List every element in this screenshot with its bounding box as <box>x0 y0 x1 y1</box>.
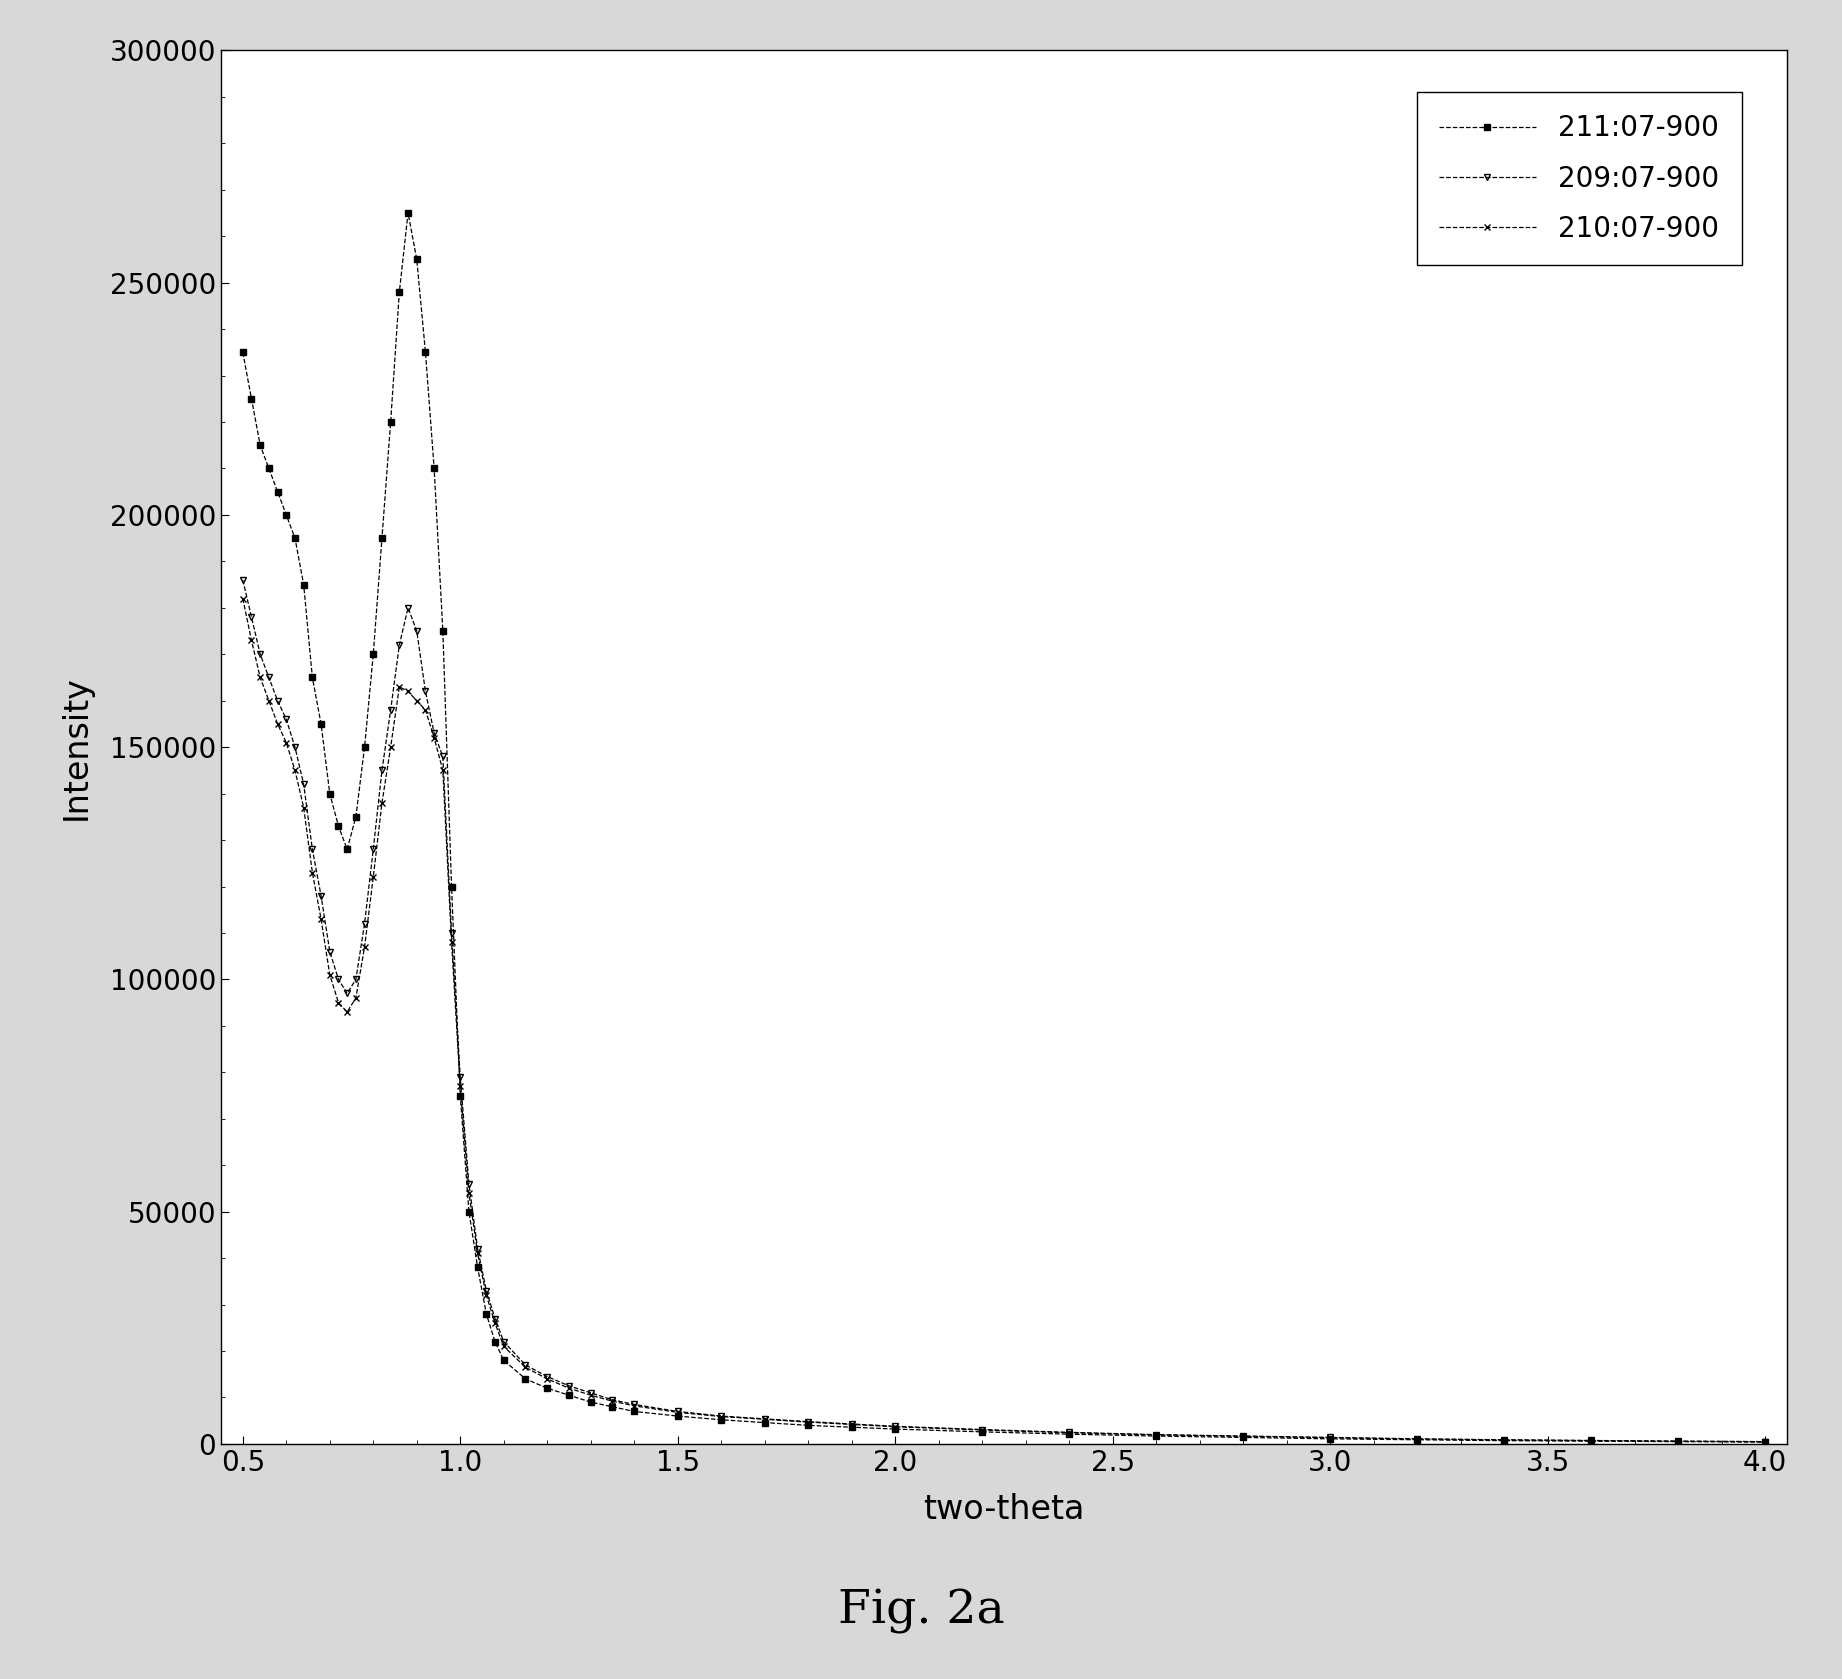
210:07-900 <box>558 1378 580 1399</box>
210:07-900 <box>798 1412 820 1432</box>
210:07-900 <box>492 1336 514 1357</box>
210:07-900 <box>354 937 376 957</box>
X-axis label: two-theta: two-theta <box>923 1493 1085 1526</box>
209:07-900 <box>232 569 254 589</box>
210:07-900 <box>1232 1425 1254 1446</box>
209:07-900 <box>1232 1425 1254 1446</box>
Line: 210:07-900: 210:07-900 <box>239 594 1768 1446</box>
210:07-900 <box>514 1357 536 1377</box>
209:07-900 <box>514 1355 536 1375</box>
209:07-900 <box>1754 1432 1776 1452</box>
211:07-900 <box>398 203 420 223</box>
209:07-900 <box>492 1331 514 1352</box>
210:07-900 <box>1754 1432 1776 1452</box>
211:07-900 <box>840 1417 862 1437</box>
211:07-900 <box>232 343 254 363</box>
210:07-900 <box>232 588 254 608</box>
211:07-900 <box>354 737 376 757</box>
211:07-900 <box>1754 1432 1776 1452</box>
209:07-900 <box>354 913 376 934</box>
211:07-900 <box>514 1368 536 1389</box>
211:07-900 <box>580 1392 602 1412</box>
Line: 209:07-900: 209:07-900 <box>239 576 1768 1446</box>
211:07-900 <box>536 1378 558 1399</box>
209:07-900 <box>558 1375 580 1395</box>
211:07-900 <box>1319 1429 1341 1449</box>
Line: 211:07-900: 211:07-900 <box>239 210 1768 1446</box>
Legend: 211:07-900, 209:07-900, 210:07-900: 211:07-900, 209:07-900, 210:07-900 <box>1416 92 1741 265</box>
Y-axis label: Intensity: Intensity <box>61 675 92 819</box>
209:07-900 <box>798 1412 820 1432</box>
Text: Fig. 2a: Fig. 2a <box>838 1590 1004 1634</box>
